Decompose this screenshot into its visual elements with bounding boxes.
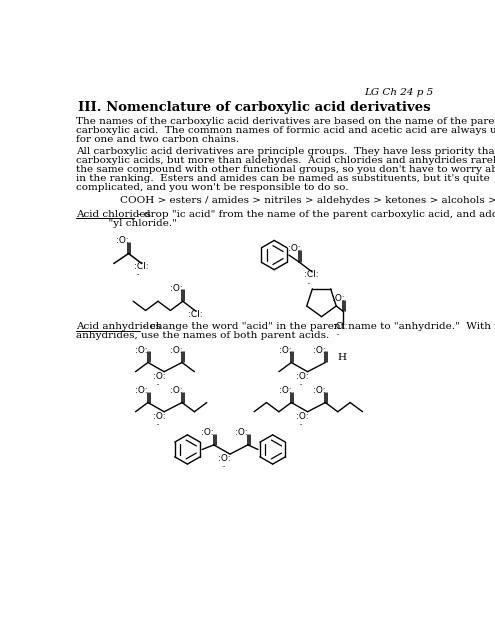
Text: :O:: :O: xyxy=(170,385,182,395)
Text: ..: .. xyxy=(306,276,311,285)
Text: carboxylic acid.  The common names of formic acid and acetic acid are always use: carboxylic acid. The common names of for… xyxy=(76,125,495,134)
Text: in the ranking.  Esters and amides can be named as substituents, but it's quite: in the ranking. Esters and amides can be… xyxy=(76,174,490,183)
Text: :O:: :O: xyxy=(152,372,165,381)
Text: ..: .. xyxy=(221,460,226,469)
Text: - change the word "acid" in the parent name to "anhydride."  With mixed: - change the word "acid" in the parent n… xyxy=(140,322,495,331)
Text: :O:: :O: xyxy=(201,428,214,437)
Text: :Cl:: :Cl: xyxy=(188,310,203,319)
Text: :O:: :O: xyxy=(170,346,182,355)
Text: :O:: :O: xyxy=(136,346,148,355)
Text: :O:: :O: xyxy=(313,385,326,395)
Text: :O:: :O: xyxy=(170,284,183,292)
Text: "yl chloride.": "yl chloride." xyxy=(76,219,177,228)
Text: H: H xyxy=(337,353,346,362)
Text: III. Nomenclature of carboxylic acid derivatives: III. Nomenclature of carboxylic acid der… xyxy=(78,101,430,115)
Text: LG Ch 24 p 5: LG Ch 24 p 5 xyxy=(364,88,434,97)
Text: ..: .. xyxy=(298,378,303,387)
Text: - drop "ic acid" from the name of the parent carboxylic acid, and add: - drop "ic acid" from the name of the pa… xyxy=(134,210,495,219)
Text: :O:: :O: xyxy=(288,244,301,253)
Text: ..: .. xyxy=(335,328,340,337)
Text: for one and two carbon chains.: for one and two carbon chains. xyxy=(76,134,239,143)
Text: carboxylic acids, but more than aldehydes.  Acid chlorides and anhydrides rarely: carboxylic acids, but more than aldehyde… xyxy=(76,156,495,165)
Text: All carboxylic acid derivatives are principle groups.  They have less priority t: All carboxylic acid derivatives are prin… xyxy=(76,147,495,156)
Text: the same compound with other functional groups, so you don't have to worry about: the same compound with other functional … xyxy=(76,165,495,174)
Text: ..: .. xyxy=(155,378,159,387)
Text: :Cl:: :Cl: xyxy=(134,262,148,271)
Text: :Cl:: :Cl: xyxy=(304,271,319,280)
Text: :O:: :O: xyxy=(279,346,292,355)
Text: ..: .. xyxy=(155,418,159,427)
Text: The names of the carboxylic acid derivatives are based on the name of the parent: The names of the carboxylic acid derivat… xyxy=(76,117,495,126)
Text: :O:: :O: xyxy=(136,385,148,395)
Text: :O:: :O: xyxy=(332,294,345,303)
Text: Acid anhydrides: Acid anhydrides xyxy=(76,322,161,331)
Text: ..: .. xyxy=(190,316,195,325)
Text: :O:: :O: xyxy=(279,385,292,395)
Text: anhydrides, use the names of both parent acids.: anhydrides, use the names of both parent… xyxy=(76,331,329,340)
Text: ..: .. xyxy=(298,418,303,427)
Text: :O:: :O: xyxy=(236,428,248,437)
Text: :O:: :O: xyxy=(313,346,326,355)
Text: :O:: :O: xyxy=(218,454,231,463)
Text: :Cl:: :Cl: xyxy=(333,322,348,331)
Text: COOH > esters / amides > nitriles > aldehydes > ketones > alcohols > amines: COOH > esters / amides > nitriles > alde… xyxy=(120,196,495,205)
Text: :O:: :O: xyxy=(296,412,308,420)
Text: ..: .. xyxy=(136,268,140,277)
Text: :O:: :O: xyxy=(296,372,308,381)
Text: :O:: :O: xyxy=(116,236,129,245)
Text: :O:: :O: xyxy=(152,412,165,420)
Text: complicated, and you won't be responsible to do so.: complicated, and you won't be responsibl… xyxy=(76,182,348,191)
Text: Acid chlorides: Acid chlorides xyxy=(76,210,150,219)
